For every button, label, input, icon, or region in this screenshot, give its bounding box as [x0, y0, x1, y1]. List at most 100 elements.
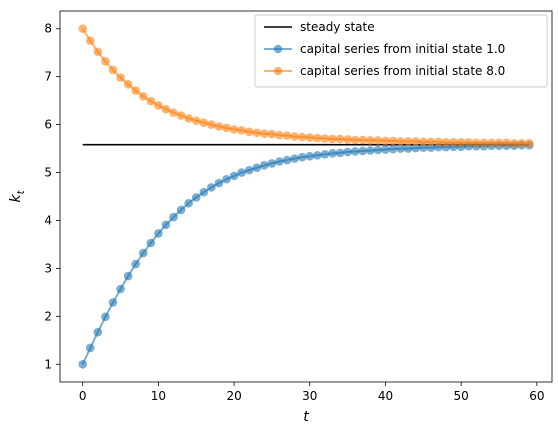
data-point [502, 138, 511, 148]
y-axis-label: kt [8, 189, 27, 202]
data-point [343, 147, 352, 157]
data-point [381, 136, 390, 146]
y-tick-label: 8 [44, 22, 52, 36]
data-point [282, 131, 292, 140]
data-point [237, 168, 246, 177]
data-point [199, 187, 209, 197]
data-point [335, 148, 345, 158]
data-point [108, 298, 118, 307]
data-point [275, 130, 284, 140]
data-point [199, 118, 209, 127]
data-point [494, 138, 504, 148]
data-point [116, 73, 125, 82]
data-point [419, 137, 428, 147]
data-point [305, 151, 315, 161]
x-tick-label: 0 [79, 389, 87, 403]
y-axis-label-main: k [8, 194, 24, 203]
data-point [290, 132, 299, 141]
data-point [101, 57, 110, 66]
data-point [282, 155, 292, 165]
y-tick-label: 5 [44, 166, 52, 180]
data-point [487, 138, 496, 148]
data-point [85, 36, 95, 46]
data-point [184, 198, 193, 208]
x-tick-label: 60 [529, 389, 544, 403]
data-point [350, 147, 360, 156]
data-point [252, 163, 262, 173]
data-point [214, 122, 224, 131]
data-point [116, 284, 125, 294]
data-point [131, 259, 140, 269]
legend-marker-series-initial-8 [273, 66, 283, 76]
x-tick-label: 40 [378, 389, 393, 403]
data-point [154, 101, 163, 110]
data-point [161, 220, 171, 230]
data-point [260, 161, 269, 170]
data-point [373, 145, 383, 155]
data-point [366, 146, 375, 155]
y-tick-label: 2 [44, 309, 52, 323]
data-point [403, 137, 413, 146]
axis-ticks: 0 10 20 30 40 50 60 1 2 3 4 5 6 7 8 [44, 22, 544, 403]
data-point [169, 108, 178, 117]
data-point [93, 327, 103, 337]
data-point [517, 138, 527, 148]
series-initial-8 [78, 24, 534, 148]
data-point [441, 138, 451, 147]
data-point [267, 129, 277, 139]
data-point [229, 125, 239, 134]
x-tick-label: 30 [302, 389, 317, 403]
data-point [403, 144, 413, 153]
plot-marks [78, 24, 534, 369]
data-point [464, 138, 474, 147]
data-point [161, 104, 171, 114]
data-point [267, 159, 277, 168]
data-point [411, 143, 421, 153]
data-point [320, 150, 330, 159]
data-point [358, 135, 368, 145]
data-point [328, 149, 337, 158]
y-tick-label: 4 [44, 213, 52, 227]
data-point [146, 238, 156, 248]
data-point [93, 47, 103, 57]
data-point [449, 138, 458, 147]
data-point [297, 132, 307, 142]
data-point [434, 137, 443, 147]
data-point [260, 129, 269, 139]
legend-marker-series-initial-1 [273, 44, 283, 54]
x-tick-label: 50 [454, 389, 469, 403]
data-point [388, 144, 398, 154]
data-point [313, 150, 322, 160]
data-point [169, 212, 178, 222]
data-point [237, 126, 246, 135]
legend-label-series-initial-8: capital series from initial state 8.0 [300, 64, 505, 78]
data-point [366, 136, 375, 145]
data-point [85, 343, 95, 353]
x-tick-label: 20 [226, 389, 241, 403]
data-point [350, 135, 360, 145]
data-point [381, 145, 390, 154]
data-point [207, 120, 216, 129]
data-point [252, 128, 262, 138]
data-point [244, 165, 254, 175]
data-point [396, 137, 405, 146]
data-point [479, 138, 489, 148]
data-point [123, 80, 133, 89]
data-point [297, 152, 307, 162]
data-point [396, 144, 405, 153]
data-point [176, 205, 186, 215]
data-point [222, 123, 231, 133]
data-point [343, 135, 352, 144]
x-tick-label: 10 [151, 389, 166, 403]
data-point [426, 137, 436, 147]
data-point [214, 178, 224, 188]
y-tick-label: 6 [44, 118, 52, 132]
y-tick-label: 1 [44, 357, 52, 371]
data-point [78, 24, 88, 34]
data-point [290, 154, 299, 163]
data-point [138, 92, 148, 101]
data-point [229, 171, 239, 181]
data-point [456, 138, 466, 147]
data-point [244, 127, 254, 137]
